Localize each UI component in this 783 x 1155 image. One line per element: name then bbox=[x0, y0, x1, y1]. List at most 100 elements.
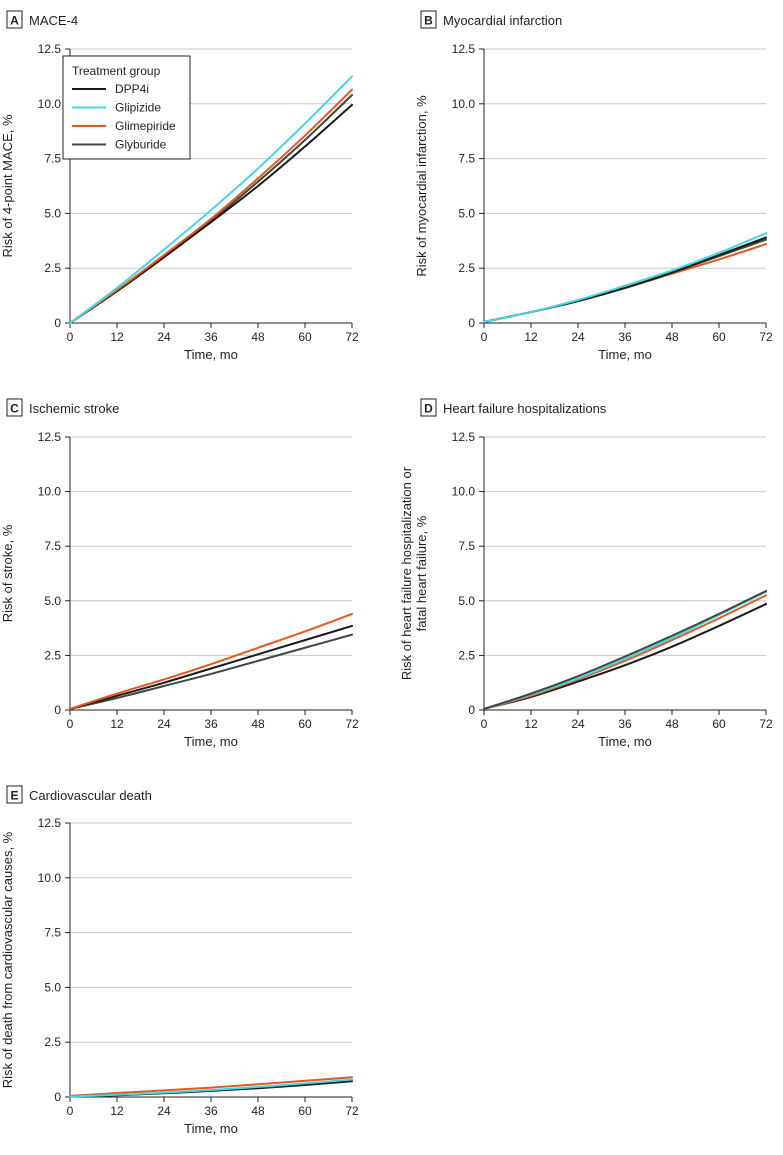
panel-b-xtick-label: 60 bbox=[712, 330, 726, 344]
panel-c-x-label: Time, mo bbox=[184, 734, 238, 749]
panel-c-letter-box bbox=[6, 398, 23, 417]
panel-b-xtick-label: 0 bbox=[481, 330, 488, 344]
panel-e-x-label: Time, mo bbox=[184, 1121, 238, 1136]
panel-d-xtick-label: 48 bbox=[665, 717, 679, 731]
panel-b-ytick-label: 2.5 bbox=[458, 261, 475, 275]
panel-c-letter: C bbox=[10, 402, 19, 416]
panel-d: D Heart failure hospitalizations 0 2.5 5.0 7.… bbox=[399, 398, 773, 749]
panel-b-xtick-label: 72 bbox=[759, 330, 773, 344]
panel-e-ytick-label: 7.5 bbox=[44, 926, 61, 940]
panel-b-series-glipizide bbox=[483, 232, 767, 323]
panel-b-xtick-label: 48 bbox=[665, 330, 679, 344]
panel-c-ytick-label: 0 bbox=[54, 703, 61, 717]
panel-c-xtick-label: 0 bbox=[67, 717, 74, 731]
panel-b: B Myocardial infarction 0 2.5 5.0 7.5 10.0 12.5… bbox=[414, 10, 773, 362]
panel-e-ytick-label: 2.5 bbox=[44, 1035, 61, 1049]
panel-c-ytick-label: 10.0 bbox=[38, 485, 62, 499]
panel-b-letter: B bbox=[424, 14, 433, 28]
panel-e-letter: E bbox=[10, 789, 18, 803]
panel-c-xtick-label: 12 bbox=[110, 717, 124, 731]
panel-e-xtick-label: 36 bbox=[204, 1104, 218, 1118]
panel-d-xtick-label: 72 bbox=[759, 717, 773, 731]
panel-d-ytick-label: 10.0 bbox=[452, 485, 476, 499]
panel-c-ytick-label: 2.5 bbox=[44, 648, 61, 662]
panel-e-xtick-label: 12 bbox=[110, 1104, 124, 1118]
panel-a-y-label: Risk of 4-point MACE, % bbox=[0, 114, 15, 257]
panel-b-letter-box bbox=[420, 10, 437, 29]
panel-d-series-glyburide bbox=[483, 589, 767, 710]
panel-d-series-glimepiride bbox=[483, 594, 767, 710]
panel-d-xtick-label: 60 bbox=[712, 717, 726, 731]
panel-a-xtick-label: 48 bbox=[251, 330, 265, 344]
panel-e-xtick-label: 48 bbox=[251, 1104, 265, 1118]
panel-c-xtick-label: 72 bbox=[345, 717, 359, 731]
panel-c-xtick-label: 48 bbox=[251, 717, 265, 731]
panel-d-ytick-label: 12.5 bbox=[452, 430, 476, 444]
panel-b-title: Myocardial infarction bbox=[443, 13, 562, 28]
panel-e-letter-box bbox=[6, 785, 23, 804]
panel-c-series-glimepiride bbox=[69, 612, 353, 710]
panel-d-x-label: Time, mo bbox=[598, 734, 652, 749]
panel-a-xtick-label: 36 bbox=[204, 330, 218, 344]
panel-d-y-label: fatal heart failure, % bbox=[414, 515, 429, 631]
panel-b-ytick-label: 10.0 bbox=[452, 97, 476, 111]
legend-entry-glyburide: Glyburide bbox=[115, 138, 167, 152]
panel-d-title: Heart failure hospitalizations bbox=[443, 401, 607, 416]
panel-e-ytick-label: 12.5 bbox=[38, 816, 62, 830]
panel-d-ytick-label: 5.0 bbox=[458, 594, 475, 608]
panel-a-letter-box bbox=[6, 10, 23, 29]
panel-a-xtick-label: 72 bbox=[345, 330, 359, 344]
panel-e-xtick-label: 60 bbox=[298, 1104, 312, 1118]
panel-a-ytick-label: 5.0 bbox=[44, 206, 61, 220]
panel-a-ytick-label: 12.5 bbox=[38, 42, 62, 56]
panel-e-title: Cardiovascular death bbox=[29, 788, 152, 803]
panel-c-xtick-label: 60 bbox=[298, 717, 312, 731]
panel-b-xtick-label: 36 bbox=[618, 330, 632, 344]
panel-d-xtick-label: 36 bbox=[618, 717, 632, 731]
panel-d-series-dpp4i bbox=[483, 603, 767, 710]
panel-a-letter: A bbox=[10, 14, 19, 28]
panel-c-xtick-label: 24 bbox=[157, 717, 171, 731]
panel-d-ytick-label: 0 bbox=[468, 703, 475, 717]
legend: Treatment group DPP4i Glipizide Glimepiride… bbox=[62, 55, 191, 160]
panel-d-y-label: Risk of heart failure hospitalization or bbox=[399, 466, 414, 680]
panel-b-series-glimepiride bbox=[483, 243, 767, 323]
panel-a-xtick-label: 60 bbox=[298, 330, 312, 344]
panel-e-xtick-label: 72 bbox=[345, 1104, 359, 1118]
panel-a-series-glipizide bbox=[69, 75, 353, 324]
legend-title: Treatment group bbox=[72, 64, 161, 78]
panel-a-xtick-label: 0 bbox=[67, 330, 74, 344]
panel-c-ytick-label: 5.0 bbox=[44, 594, 61, 608]
panel-d-xtick-label: 12 bbox=[524, 717, 538, 731]
panel-a-ytick-label: 2.5 bbox=[44, 261, 61, 275]
panel-c-y-label: Risk of stroke, % bbox=[0, 524, 15, 622]
panel-a-title: MACE-4 bbox=[29, 13, 78, 28]
panel-c-series-dpp4i bbox=[69, 624, 353, 710]
panel-a-xtick-label: 12 bbox=[110, 330, 124, 344]
panel-c-xtick-label: 36 bbox=[204, 717, 218, 731]
panel-b-xtick-label: 24 bbox=[571, 330, 585, 344]
panel-e-xtick-label: 24 bbox=[157, 1104, 171, 1118]
panel-e-ytick-label: 0 bbox=[54, 1090, 61, 1104]
panel-c-ytick-label: 12.5 bbox=[38, 430, 62, 444]
panel-b-x-label: Time, mo bbox=[598, 347, 652, 362]
panel-b-ytick-label: 7.5 bbox=[458, 152, 475, 166]
panel-a-x-label: Time, mo bbox=[184, 347, 238, 362]
panel-c-title: Ischemic stroke bbox=[29, 401, 119, 416]
legend-entry-dpp4i: DPP4i bbox=[115, 82, 149, 96]
panel-a-xtick-label: 24 bbox=[157, 330, 171, 344]
panel-d-letter: D bbox=[424, 402, 433, 416]
panel-d-letter-box bbox=[420, 398, 437, 417]
panel-e-y-label: Risk of death from cardiovascular causes… bbox=[0, 831, 15, 1088]
panel-a-ytick-label: 7.5 bbox=[44, 152, 61, 166]
panel-b-ytick-label: 0 bbox=[468, 316, 475, 330]
legend-entry-glimepiride: Glimepiride bbox=[115, 119, 176, 133]
panel-a-series-glimepiride bbox=[69, 88, 353, 324]
panel-e-ytick-label: 10.0 bbox=[38, 871, 62, 885]
panel-e-series-glimepiride bbox=[69, 1076, 353, 1097]
panel-b-y-label: Risk of myocardial infarction, % bbox=[414, 95, 429, 277]
panel-e-ytick-label: 5.0 bbox=[44, 980, 61, 994]
panel-d-ytick-label: 2.5 bbox=[458, 648, 475, 662]
panel-b-ytick-label: 5.0 bbox=[458, 206, 475, 220]
